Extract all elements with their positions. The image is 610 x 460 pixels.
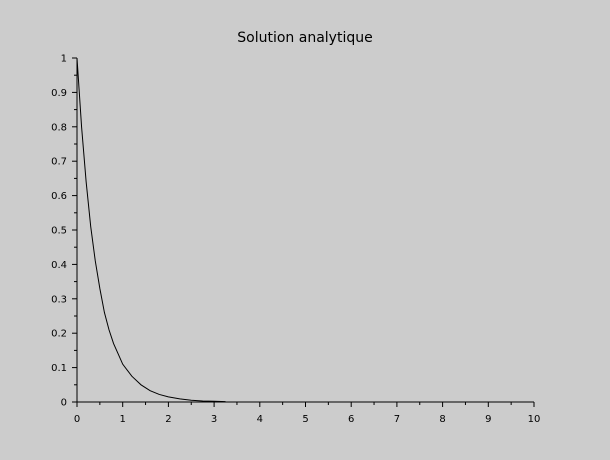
x-tick-label: 2 bbox=[165, 414, 171, 425]
series-group bbox=[76, 57, 226, 403]
x-tick-label: 5 bbox=[302, 414, 308, 425]
y-tick-label: 0.7 bbox=[51, 157, 67, 168]
x-tick-label: 3 bbox=[211, 414, 217, 425]
x-tick-label: 10 bbox=[528, 414, 541, 425]
x-tick-label: 1 bbox=[120, 414, 126, 425]
y-tick-label: 0.4 bbox=[51, 260, 67, 271]
y-tick-label: 0 bbox=[61, 398, 67, 409]
x-tick-label: 8 bbox=[439, 414, 445, 425]
y-tick-label: 1 bbox=[61, 54, 67, 65]
y-tick-label: 0.6 bbox=[51, 191, 67, 202]
x-tick-label: 9 bbox=[485, 414, 491, 425]
x-tick-label: 7 bbox=[394, 414, 400, 425]
x-tick-label: 6 bbox=[348, 414, 354, 425]
y-tick-label: 0.2 bbox=[51, 329, 67, 340]
axes: 0 1 2 3 4 5 6 7 8 9 10 0 0.1 0.2 0.3 0.4 0.5 0.6 0.7 0.8 0.9… bbox=[51, 54, 540, 426]
y-tick-label: 0.3 bbox=[51, 294, 67, 305]
chart-title: Solution analytique bbox=[237, 30, 372, 46]
x-tick-label: 0 bbox=[74, 414, 80, 425]
y-tick-label: 0.5 bbox=[51, 226, 67, 237]
y-tick-label: 0.9 bbox=[51, 88, 67, 99]
y-tick-label: 0.1 bbox=[51, 363, 67, 374]
y-tick-label: 0.8 bbox=[51, 122, 67, 133]
x-tick-label: 4 bbox=[257, 414, 263, 425]
series-line-0 bbox=[76, 57, 226, 403]
